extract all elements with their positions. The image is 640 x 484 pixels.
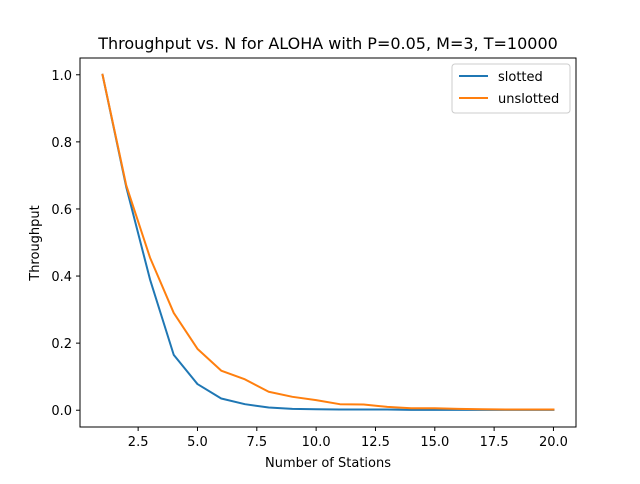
legend: slotted unslotted	[451, 63, 571, 114]
plot-area	[80, 58, 576, 427]
y-tick-label: 0.2	[51, 337, 72, 352]
x-tick-label: 12.5	[361, 435, 390, 450]
x-tick-label: 17.5	[480, 435, 509, 450]
x-tick-label: 15.0	[420, 435, 449, 450]
plot-background	[80, 58, 576, 427]
x-tick-label: 7.5	[246, 435, 267, 450]
chart-title: Throughput vs. N for ALOHA with P=0.05, …	[97, 34, 558, 53]
x-tick-label: 10.0	[302, 435, 331, 450]
axes-layer: 2.5 5.0 7.5 10.0 12.5 15.0 17.5 20.0 0.0 0.2 0.4 0.…	[51, 57, 577, 450]
legend-label-unslotted: unslotted	[498, 92, 559, 107]
y-axis-label: Throughput	[28, 205, 43, 282]
x-tick-label: 20.0	[539, 435, 568, 450]
y-tick-label: 1.0	[51, 69, 72, 84]
series-layer	[101, 73, 555, 411]
legend-label-slotted: slotted	[498, 70, 543, 85]
x-tick-label: 2.5	[128, 435, 149, 450]
y-tick-label: 0.8	[51, 136, 72, 151]
x-axis-label: Number of Stations	[265, 456, 391, 471]
plot-frame	[79, 57, 577, 428]
series-line-unslotted	[101, 73, 555, 411]
y-tick-label: 0.0	[51, 404, 72, 419]
x-tick-label: 5.0	[187, 435, 208, 450]
y-tick-label: 0.6	[51, 203, 72, 218]
y-tick-label: 0.4	[51, 270, 72, 285]
